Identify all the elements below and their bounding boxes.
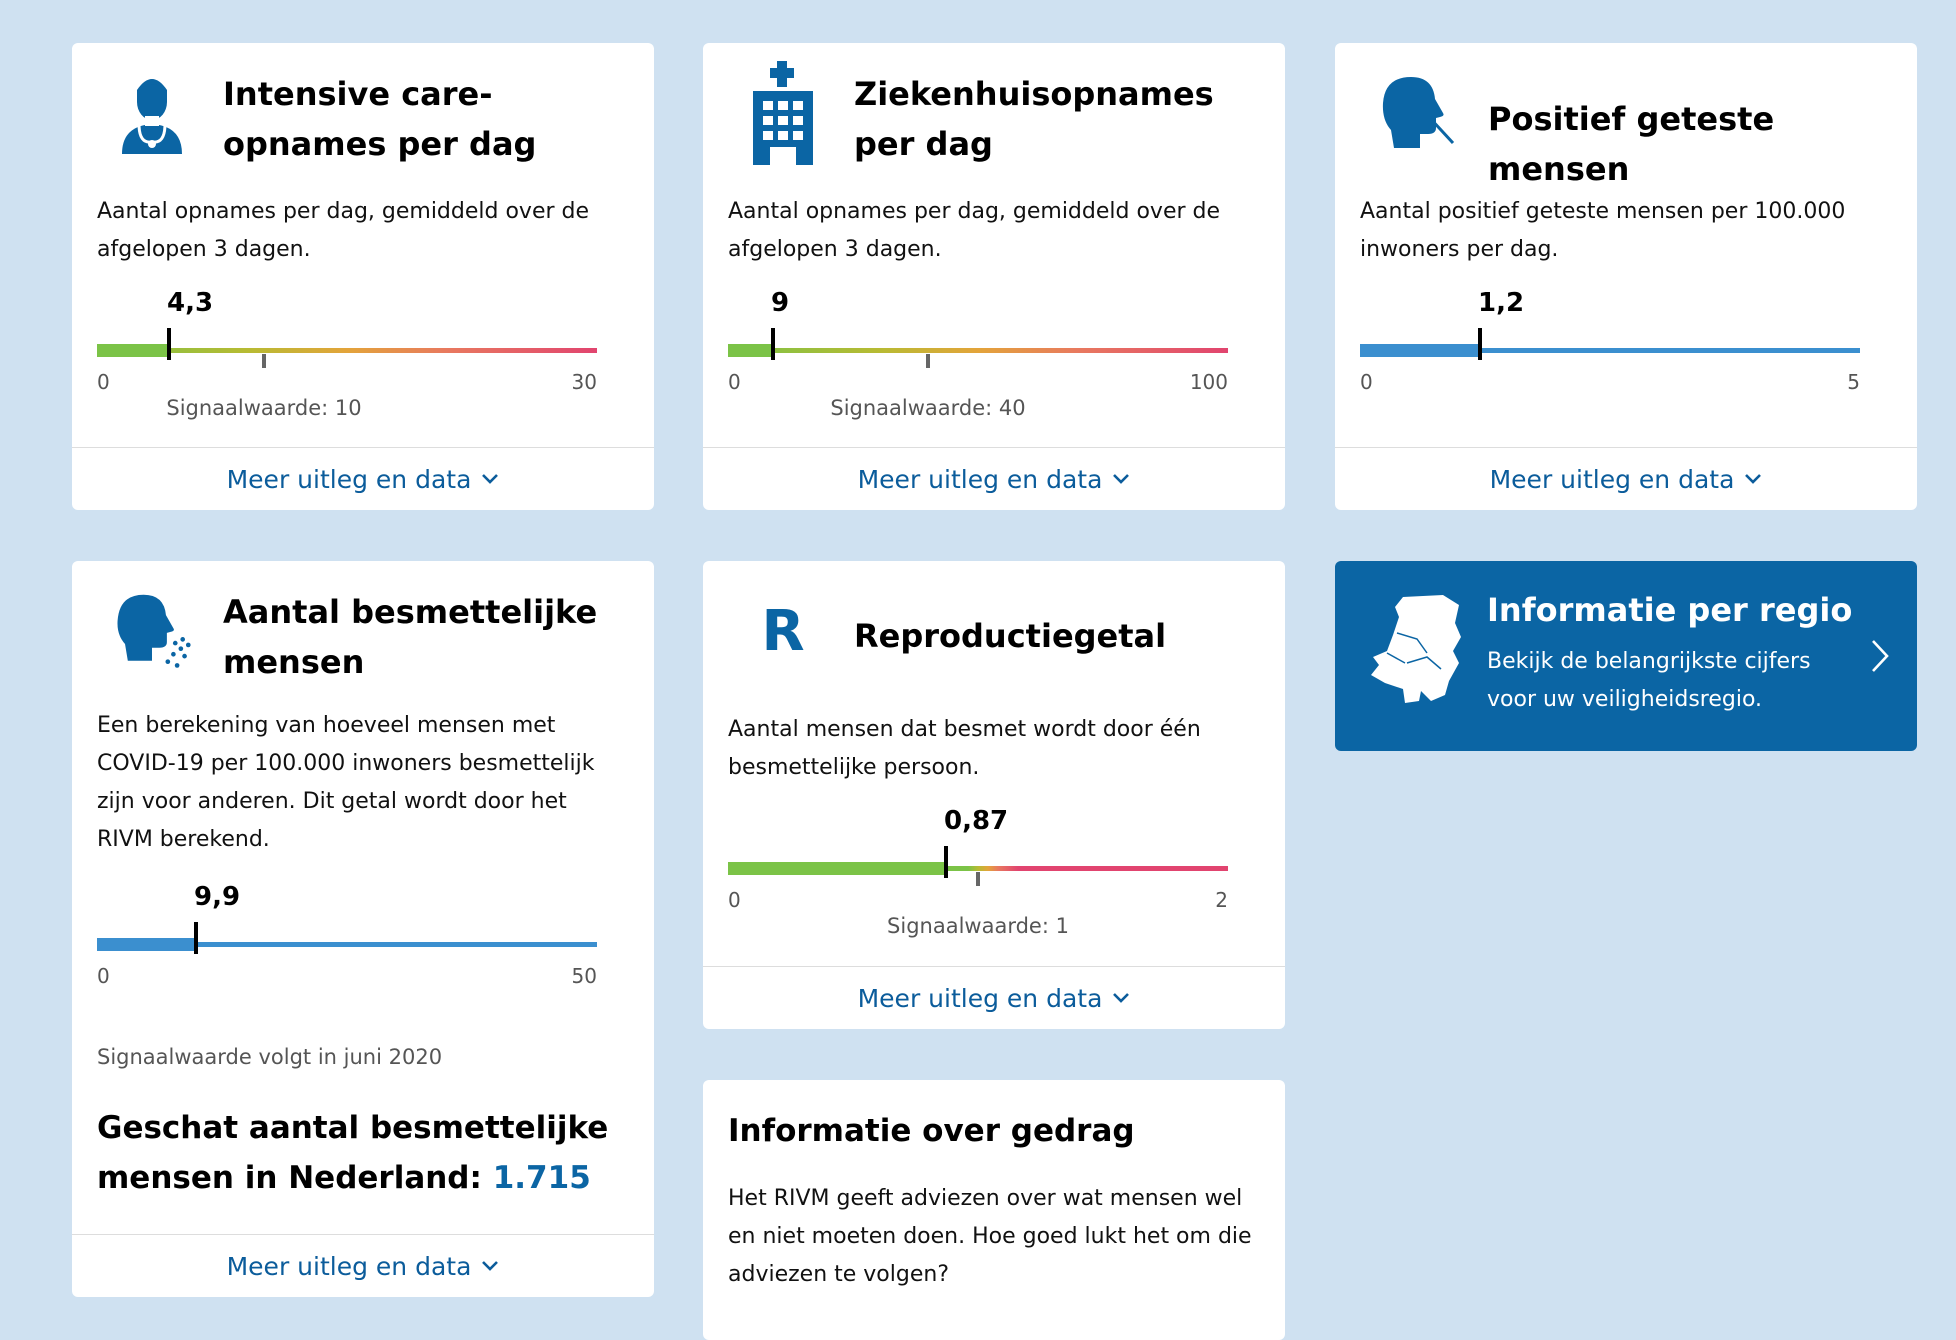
swab-test-icon [1375,63,1455,163]
estimate-heading: Geschat aantal besmettelijke mensen in N… [97,1103,614,1203]
estimate-label: Geschat aantal besmettelijke mensen in N… [97,1110,609,1196]
gauge-fill [728,344,773,357]
gauge-max: 30 [571,370,597,394]
card-description: Aantal opnames per dag, gemiddeld over d… [728,199,1221,262]
value-marker [194,922,198,954]
card-positive-tested: Positief geteste mensen Aantal positief … [1335,43,1917,510]
more-info-label: Meer uitleg en data [1489,464,1735,494]
card-description: Het RIVM geeft adviezen over wat mensen … [728,1186,1252,1287]
more-info-label: Meer uitleg en data [226,1251,472,1281]
card-title: Ziekenhuisopnames per dag [854,75,1214,163]
gauge-track [1360,348,1860,353]
gauge: 9 0 100 Signaalwaarde: 40 [728,288,1228,420]
card-title: Aantal besmettelijke mensen [223,593,598,681]
hospital-icon [743,61,823,165]
gauge-max: 2 [1215,888,1228,912]
value-marker [167,328,171,360]
gauge-min: 0 [728,888,741,912]
gauge-max: 50 [571,964,597,988]
chevron-down-icon [1745,474,1762,484]
card-title: Intensive care-opnames per dag [223,75,537,163]
region-description: Bekijk de belangrijkste cijfers voor uw … [1487,649,1811,712]
sneeze-icon [112,581,192,681]
region-info-link[interactable]: Informatie per regio Bekijk de belangrij… [1335,561,1917,751]
more-info-label: Meer uitleg en data [857,983,1103,1013]
more-info-button[interactable]: Meer uitleg en data [703,447,1285,510]
more-info-button[interactable]: Meer uitleg en data [72,1234,654,1297]
gauge: 1,2 0 5 [1360,288,1860,398]
chevron-down-icon [1113,474,1130,484]
estimate-value: 1.715 [492,1160,591,1196]
signal-tick [262,354,266,368]
card-reproduction-number: R Reproductiegetal Aantal mensen dat bes… [703,561,1285,1029]
signal-note: Signaalwaarde volgt in juni 2020 [97,1045,443,1069]
gauge-min: 0 [97,964,110,988]
gauge-fill [728,862,946,875]
chevron-right-icon [1872,640,1889,672]
chevron-down-icon [1113,993,1130,1003]
card-description: Aantal opnames per dag, gemiddeld over d… [97,199,590,262]
card-description: Een berekening van hoeveel mensen met CO… [97,713,595,852]
card-title: Reproductiegetal [854,617,1167,655]
gauge-track [728,348,1228,353]
gauge-max: 100 [1189,370,1228,394]
gauge-fill [1360,344,1480,357]
gauge-min: 0 [1360,370,1373,394]
card-hospital: Ziekenhuisopnames per dag Aantal opnames… [703,43,1285,510]
gauge-value: 1,2 [1478,288,1525,318]
more-info-label: Meer uitleg en data [857,464,1103,494]
chevron-down-icon [482,474,499,484]
gauge-value: 9,9 [194,882,241,912]
gauge-fill [97,938,196,951]
card-description: Aantal positief geteste mensen per 100.0… [1360,199,1846,262]
signal-tick [976,872,980,886]
signal-tick [926,354,930,368]
gauge: 4,3 0 30 Signaalwaarde: 10 [97,288,597,420]
value-marker [1478,328,1482,360]
card-description: Aantal mensen dat besmet wordt door één … [728,717,1201,780]
card-intensive-care: Intensive care-opnames per dag Aantal op… [72,43,654,510]
doctor-icon [112,63,192,163]
value-marker [771,328,775,360]
more-info-button[interactable]: Meer uitleg en data [703,966,1285,1029]
gauge-min: 0 [728,370,741,394]
gauge: 9,9 0 50 [97,882,597,992]
more-info-button[interactable]: Meer uitleg en data [72,447,654,510]
signal-value: Signaalwaarde: 40 [830,396,1026,420]
netherlands-map-icon [1357,593,1467,721]
card-behaviour: Informatie over gedrag Het RIVM geeft ad… [703,1080,1285,1340]
more-info-label: Meer uitleg en data [226,464,472,494]
gauge: 0,87 0 2 Signaalwaarde: 1 [728,806,1228,938]
card-title: Informatie over gedrag [728,1113,1135,1149]
value-marker [944,846,948,878]
r-letter-icon: R [743,581,823,681]
r-letter: R [761,598,805,664]
gauge-fill [97,344,169,357]
card-title: Positief geteste mensen [1488,100,1775,188]
signal-value: Signaalwaarde: 10 [166,396,362,420]
card-infectious-people: Aantal besmettelijke mensen Een berekeni… [72,561,654,1297]
region-title: Informatie per regio [1487,591,1853,629]
gauge-min: 0 [97,370,110,394]
chevron-down-icon [482,1261,499,1271]
gauge-track [728,866,1228,871]
gauge-track [97,942,597,947]
gauge-value: 0,87 [944,806,1009,836]
gauge-value: 9 [771,288,790,318]
gauge-max: 5 [1847,370,1860,394]
gauge-track [97,348,597,353]
more-info-button[interactable]: Meer uitleg en data [1335,447,1917,510]
signal-value: Signaalwaarde: 1 [887,914,1069,938]
gauge-value: 4,3 [167,288,214,318]
